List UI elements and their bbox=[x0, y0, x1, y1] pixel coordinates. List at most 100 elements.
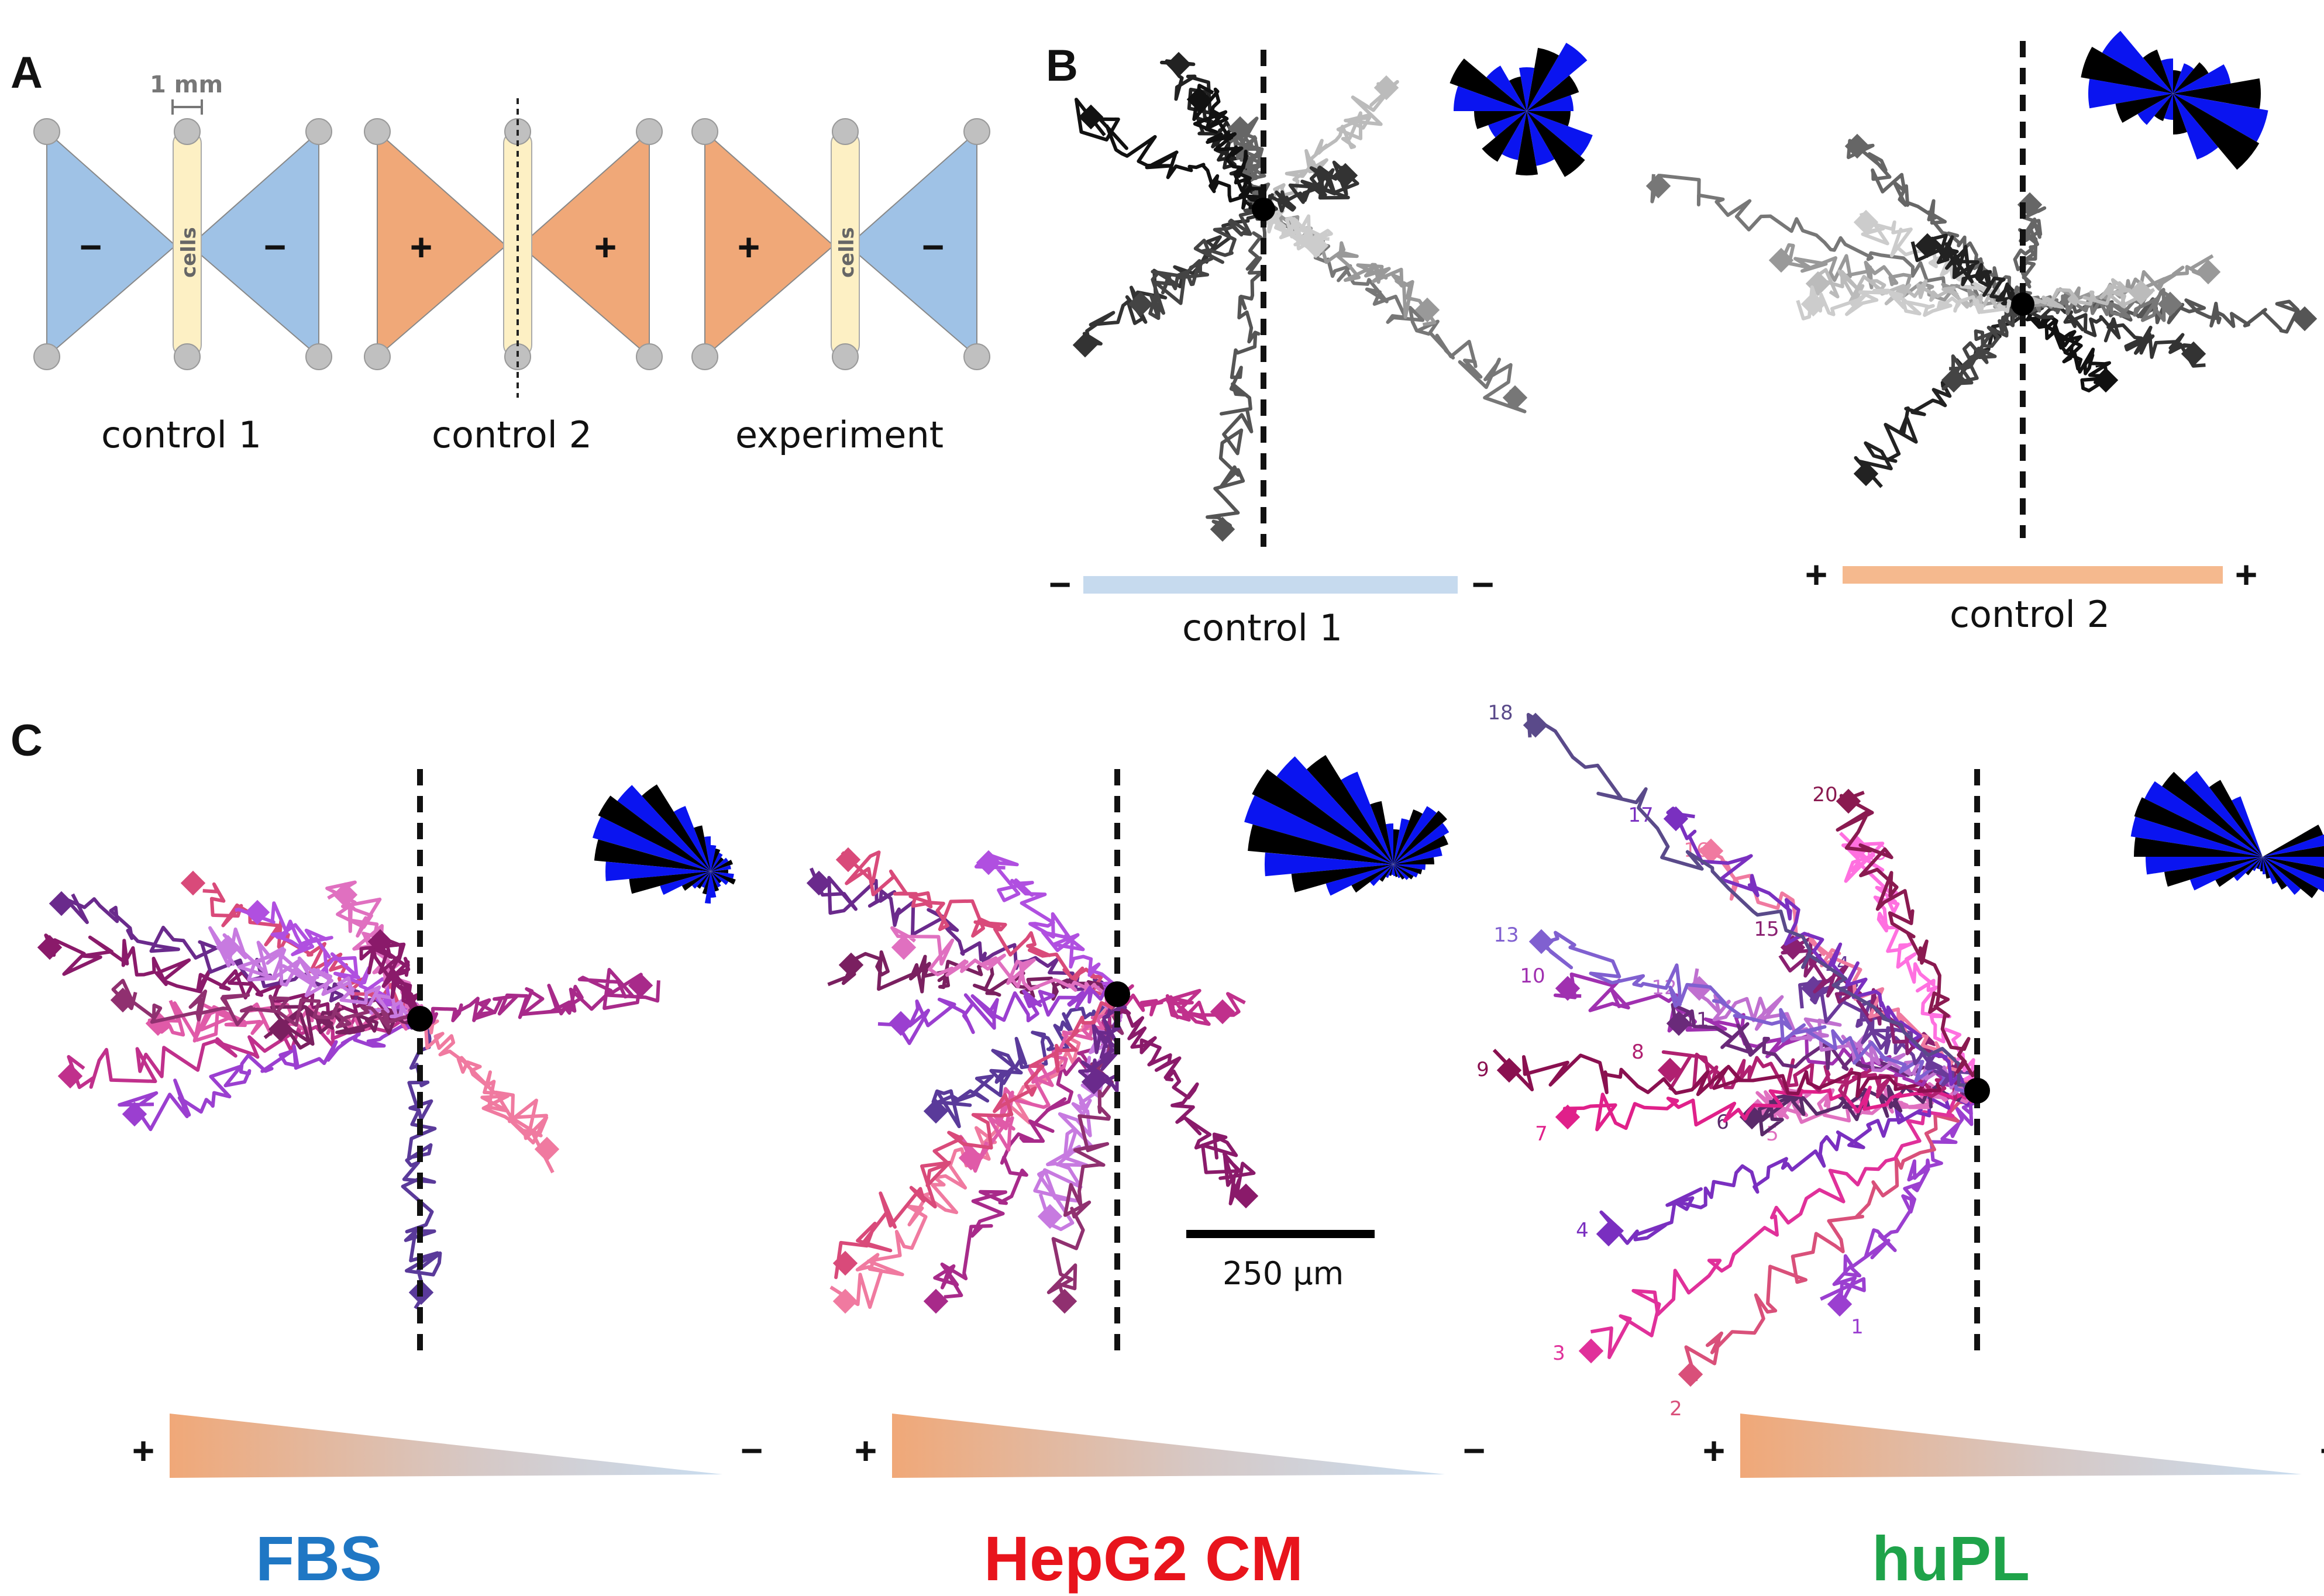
c1-rose-right-wedge bbox=[711, 871, 729, 885]
c1-rose-wedge bbox=[594, 839, 711, 871]
c3-origin bbox=[1964, 1078, 1990, 1104]
b2-track bbox=[1796, 285, 2029, 320]
c2-track-endpoint bbox=[888, 1011, 914, 1036]
c1-rose-wedge bbox=[681, 871, 711, 891]
c2-rose-wedge bbox=[1370, 864, 1393, 886]
c1-rose-right-wedge bbox=[711, 857, 724, 871]
media-label-fbs: FBS bbox=[256, 1523, 382, 1594]
cells-label: cells bbox=[835, 227, 859, 278]
c3-track-number: 18 bbox=[1488, 701, 1513, 725]
c3-rose-wedge bbox=[2130, 816, 2263, 857]
b1-rose-wedge bbox=[1454, 86, 1527, 111]
c2-track-endpoint bbox=[958, 1145, 984, 1171]
chamber-port bbox=[305, 118, 332, 145]
c1-rose-right-wedge bbox=[711, 871, 736, 885]
c2-track bbox=[974, 853, 1120, 1004]
b1-rose-wedge bbox=[1515, 111, 1538, 175]
c3-rose-wedge bbox=[2134, 797, 2263, 857]
c3-track-number: 15 bbox=[1754, 918, 1779, 941]
c3-rose-wedge bbox=[2190, 857, 2263, 891]
b1-track bbox=[1257, 80, 1399, 211]
b1-left-sign: − bbox=[1049, 563, 1072, 606]
c1-track bbox=[414, 1012, 555, 1174]
chamber-right-sign: − bbox=[264, 225, 287, 268]
c2-track-endpoint bbox=[1210, 999, 1235, 1025]
c3-rose-low-wedge bbox=[2263, 857, 2324, 880]
c1-track-endpoint bbox=[534, 1136, 560, 1162]
b1-track bbox=[1075, 98, 1269, 215]
c3-track-14-endpoint bbox=[1800, 975, 1826, 1001]
c2-rose-low-wedge bbox=[1393, 823, 1450, 864]
chamber-port bbox=[174, 118, 201, 145]
b1-rose-wedge bbox=[1527, 95, 1574, 111]
chamber-label: experiment bbox=[735, 413, 944, 456]
c3-rose-wedge bbox=[2246, 857, 2263, 875]
c3-track-17-endpoint bbox=[1663, 806, 1689, 832]
c3-rose-low-wedge bbox=[2263, 857, 2324, 868]
b1-right-sign: − bbox=[1472, 563, 1495, 606]
chamber-right-reservoir bbox=[189, 130, 319, 359]
c2-rose-low-wedge bbox=[1393, 864, 1401, 878]
chamber-1: cells − − control 1 bbox=[33, 118, 332, 456]
b2-track-endpoint bbox=[1768, 247, 1794, 273]
b2-track bbox=[1812, 268, 2025, 312]
b2-rose-wedge bbox=[2173, 94, 2268, 142]
c3-rose-wedge bbox=[2209, 780, 2263, 857]
b2-track bbox=[1650, 174, 2030, 310]
chamber-right-reservoir bbox=[519, 130, 650, 359]
c1-track-endpoint bbox=[268, 1016, 294, 1042]
b1-rose-wedge bbox=[1486, 66, 1527, 111]
c2-track-endpoint bbox=[1037, 1204, 1063, 1229]
b2-rose bbox=[2081, 30, 2268, 170]
b1-track bbox=[1148, 202, 1273, 320]
chamber-port bbox=[636, 343, 663, 370]
panel-b-plot-control1: − − control 1 bbox=[1049, 43, 1593, 649]
b2-rose-wedge bbox=[2173, 94, 2260, 170]
b1-rose-wedge bbox=[1502, 111, 1527, 160]
c3-rose-low-wedge bbox=[2263, 857, 2266, 874]
b1-track-endpoint bbox=[1072, 332, 1098, 358]
b2-rose-wedge bbox=[2143, 49, 2173, 94]
c2-track bbox=[933, 992, 1120, 1299]
c2-rose-wedge bbox=[1264, 852, 1393, 877]
c2-rose-wedge bbox=[1351, 864, 1393, 893]
b1-rose-wedge bbox=[1482, 111, 1527, 162]
c1-track bbox=[111, 978, 421, 1029]
c2-track-endpoint bbox=[891, 935, 917, 960]
b2-left-sign: + bbox=[1805, 553, 1828, 596]
c2-track-endpoint bbox=[806, 870, 832, 896]
c1-rose-right-wedge bbox=[711, 869, 728, 874]
c1-track bbox=[208, 926, 423, 1026]
c1-gradient bbox=[170, 1414, 722, 1478]
chamber-port bbox=[691, 118, 718, 145]
scale-1mm: 1 mm bbox=[150, 71, 223, 115]
c2-rose-low-wedge bbox=[1393, 806, 1437, 864]
c1-track-endpoint bbox=[110, 987, 136, 1013]
panel-c-plot-fbs: + − bbox=[37, 769, 763, 1478]
c3-track-8-endpoint bbox=[1657, 1057, 1683, 1083]
c2-rose-low-wedge bbox=[1393, 864, 1398, 877]
c2-track bbox=[877, 985, 1118, 1045]
c1-track-endpoint bbox=[367, 929, 393, 954]
c3-track-20 bbox=[1836, 791, 1981, 1101]
chamber-left-reservoir bbox=[704, 130, 835, 359]
c2-rose-low-wedge bbox=[1393, 864, 1414, 880]
c3-track-3-endpoint bbox=[1578, 1338, 1604, 1364]
c3-rose-wedge bbox=[2164, 857, 2263, 887]
c1-rose-wedge bbox=[702, 871, 711, 895]
media-label-hepg2: HepG2 CM bbox=[984, 1523, 1303, 1594]
c3-track-9 bbox=[1492, 1049, 1986, 1098]
c1-rose-right-wedge bbox=[711, 865, 731, 871]
b2-track bbox=[2021, 278, 2156, 312]
c3-rose-wedge bbox=[2232, 796, 2263, 857]
c3-rose-low bbox=[2258, 825, 2324, 898]
c1-rose-wedge bbox=[704, 836, 711, 871]
c1-rose-wedge bbox=[593, 816, 711, 871]
c2-rose-wedge bbox=[1248, 824, 1393, 864]
c1-rose-wedge bbox=[629, 871, 711, 894]
chamber-right-sign: − bbox=[922, 225, 945, 268]
b2-label: control 2 bbox=[1950, 593, 2110, 636]
c3-track-3 bbox=[1590, 1089, 1985, 1359]
c1-rose-right-wedge bbox=[711, 871, 717, 898]
c1-rose-wedge bbox=[660, 871, 711, 895]
